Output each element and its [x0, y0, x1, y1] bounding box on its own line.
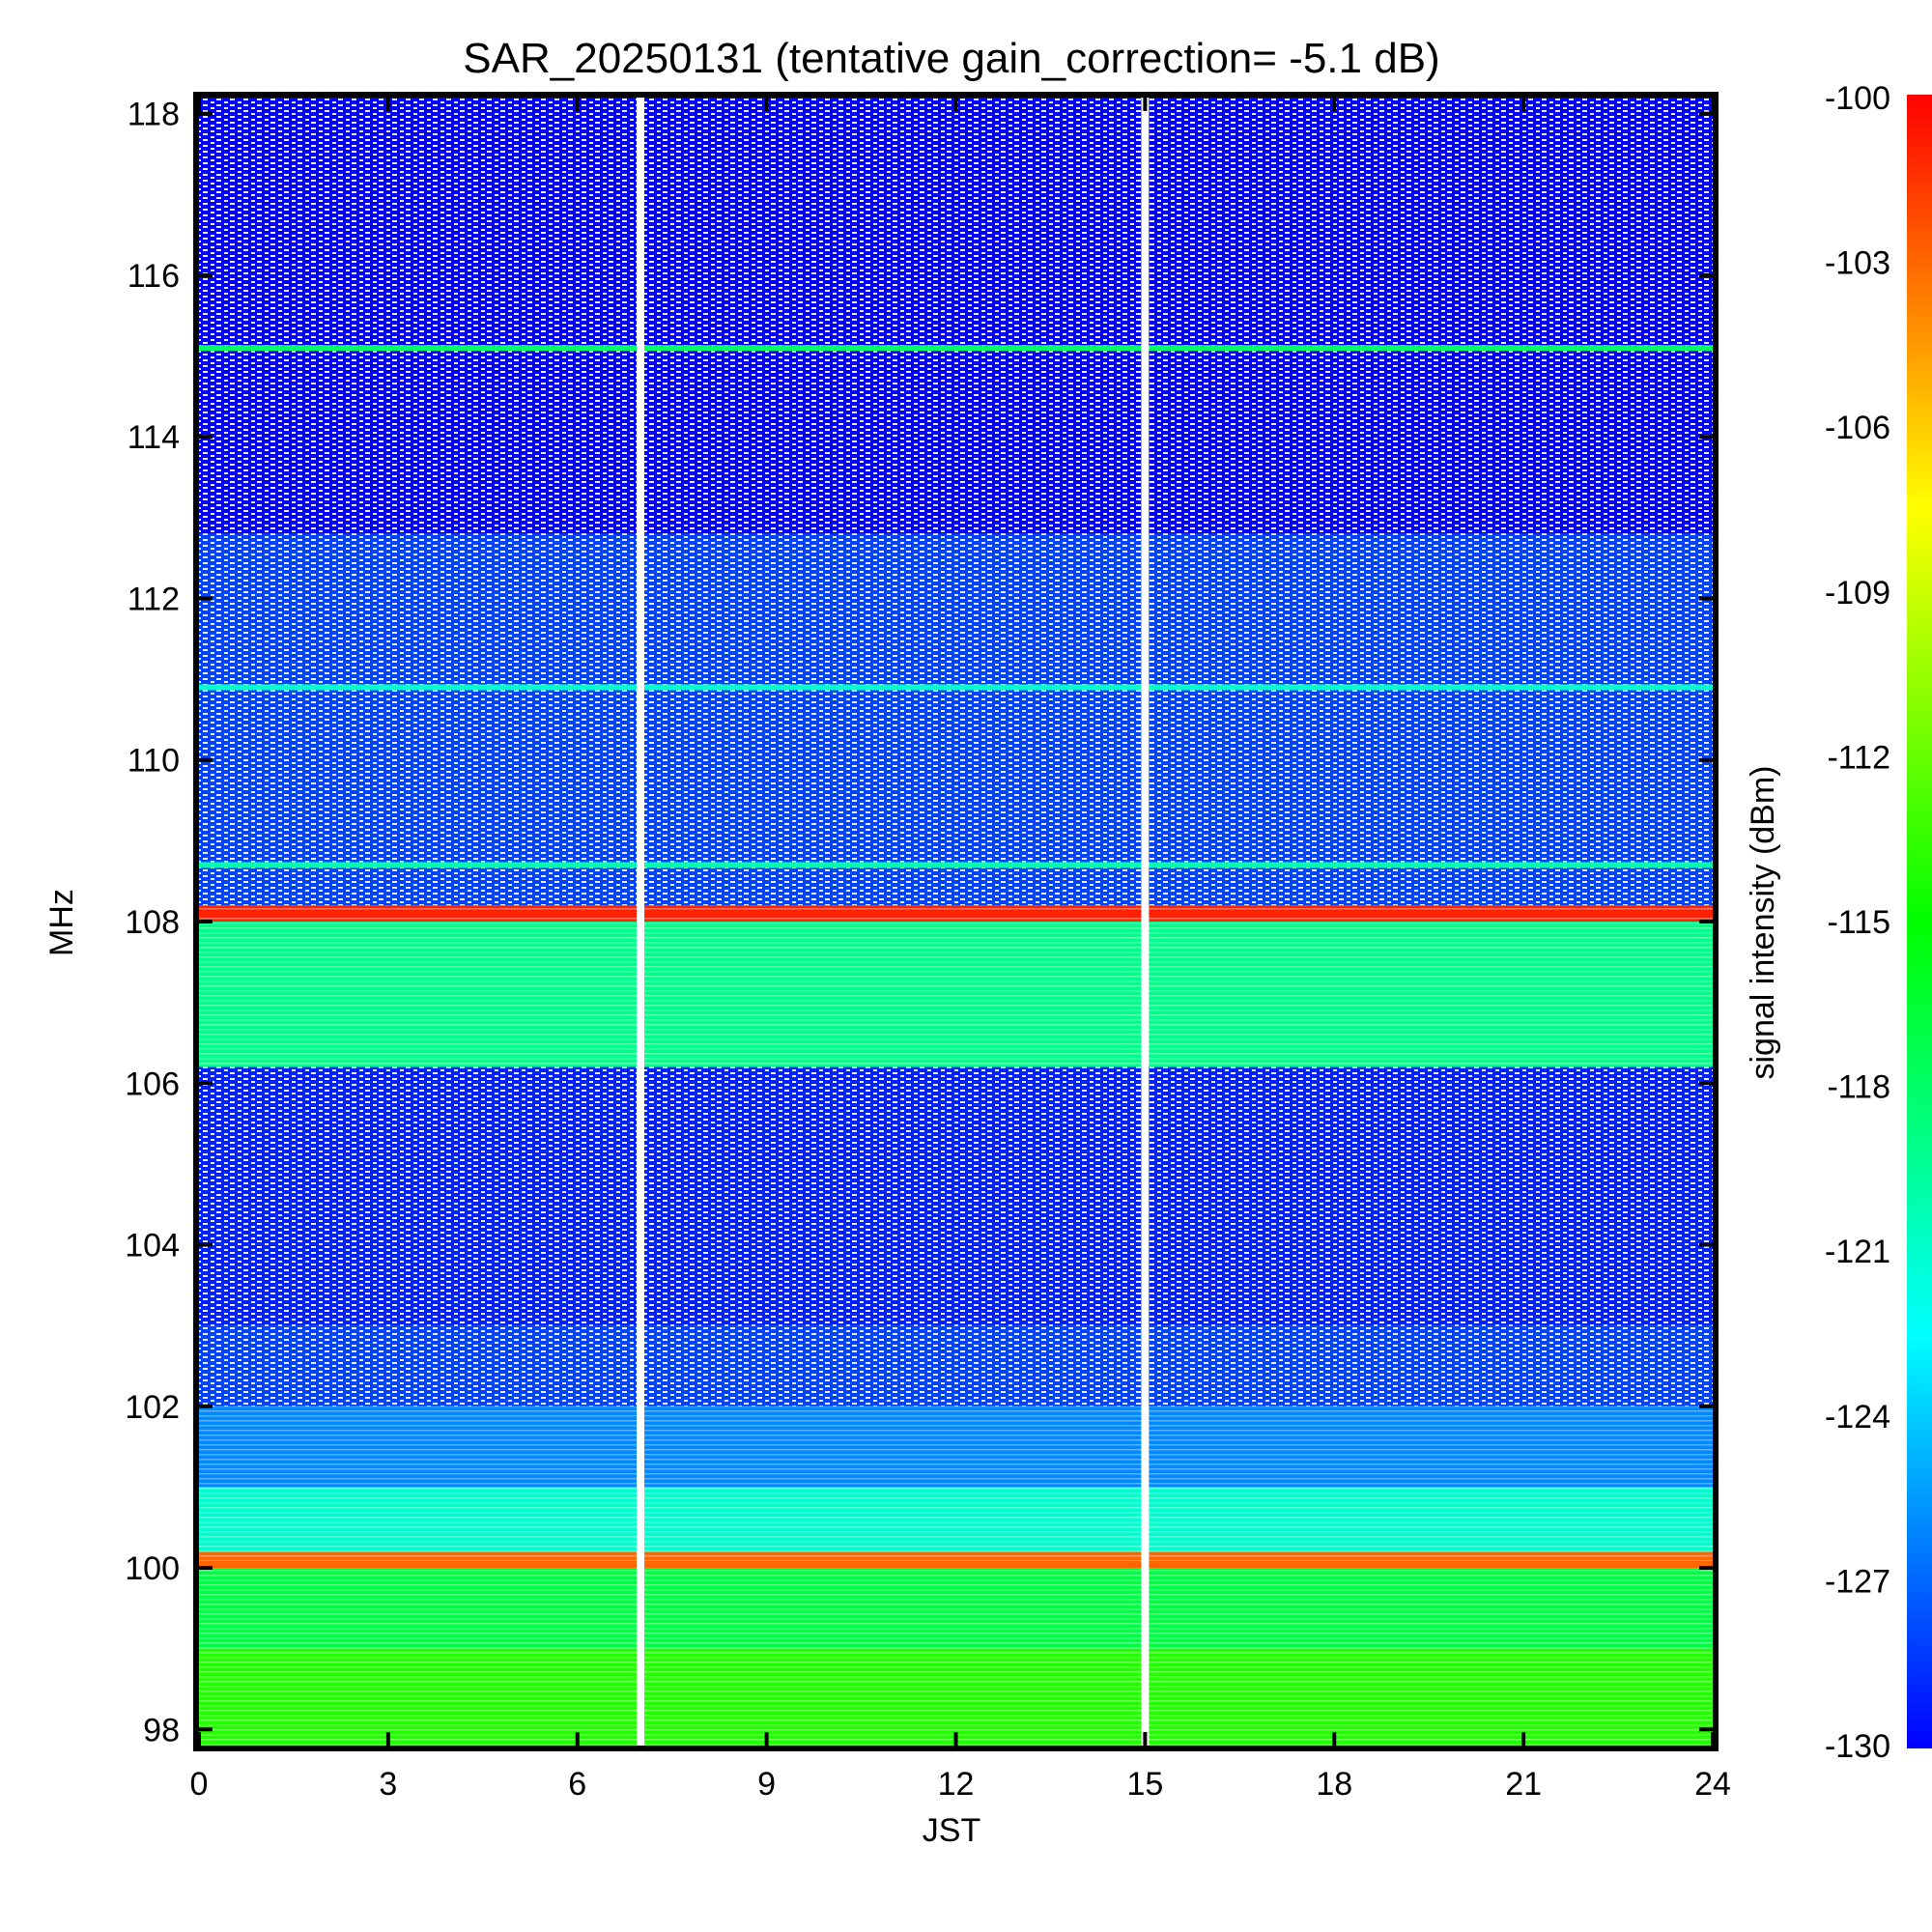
frequency-band-texture-6 [199, 1066, 1713, 1326]
x-axis-title: JST [923, 1812, 980, 1849]
colorbar-tick-label: -112 [1827, 739, 1890, 776]
x-tick-label: 6 [568, 1766, 586, 1803]
y-tick-label: 100 [125, 1550, 180, 1587]
y-axis-title: MHz [43, 889, 80, 956]
colorbar-tick-label: -124 [1825, 1399, 1890, 1435]
y-tick-label: 116 [128, 258, 180, 295]
x-tick-label: 24 [1694, 1766, 1731, 1803]
colorbar-tick-label: -106 [1825, 410, 1890, 446]
signal-line-0 [199, 1560, 1713, 1567]
plot-frame [193, 92, 1719, 1751]
y-tick-label: 118 [128, 97, 180, 133]
data-gap-1 [1141, 98, 1150, 1746]
x-tick-label: 3 [379, 1766, 397, 1803]
frequency-band-texture-9 [199, 533, 1713, 906]
data-gap-0 [637, 98, 645, 1746]
signal-line-4 [199, 345, 1713, 352]
colorbar-title: signal intensity (dBm) [1745, 765, 1781, 1079]
colorbar-tick-label: -127 [1825, 1563, 1890, 1600]
y-axis: 98 100 102 104 106 108 110 112 114 116 118 [125, 97, 1713, 1748]
y-tick-label: 112 [128, 581, 180, 617]
signal-line-1 [199, 910, 1713, 917]
frequency-band-texture-7 [199, 922, 1713, 1067]
x-tick-label: 12 [938, 1766, 975, 1803]
y-tick-label: 114 [128, 419, 180, 456]
data-gaps [637, 98, 1150, 1746]
plot-area [199, 98, 1713, 1746]
y-tick-label: 102 [125, 1389, 180, 1426]
frequency-band-texture-10 [199, 98, 1713, 534]
x-tick-label: 0 [190, 1766, 209, 1803]
colorbar-tick-label: -115 [1827, 904, 1890, 941]
y-tick-label: 104 [125, 1228, 180, 1264]
x-tick-label: 15 [1126, 1766, 1163, 1803]
frequency-band-texture-0 [199, 1648, 1713, 1746]
chart-title: SAR_20250131 (tentative gain_correction=… [463, 35, 1439, 82]
colorbar-tick-label: -121 [1825, 1234, 1890, 1270]
frequency-band-texture-3 [199, 1487, 1713, 1552]
x-tick-label: 9 [757, 1766, 776, 1803]
colorbar-ticks: -100 -103 -106 -109 -112 -115 -118 -121 -124 -127… [1825, 80, 1890, 1765]
colorbar-tick-label: -109 [1825, 575, 1890, 611]
y-tick-label: 110 [128, 743, 180, 780]
frequency-band-texture-4 [199, 1406, 1713, 1488]
signal-line-2 [199, 684, 1713, 691]
y-tick-label: 108 [125, 904, 180, 941]
x-axis: 0 3 6 9 12 15 18 21 24 [190, 98, 1731, 1803]
x-tick-label: 21 [1505, 1766, 1542, 1803]
colorbar [1907, 95, 1932, 1748]
colorbar-tick-label: -130 [1825, 1728, 1890, 1765]
colorbar-tick-label: -103 [1825, 245, 1890, 282]
colorbar-tick-label: -118 [1827, 1069, 1890, 1106]
colorbar-tick-label: -100 [1825, 80, 1890, 117]
y-tick-label: 98 [143, 1712, 180, 1748]
x-tick-label: 18 [1316, 1766, 1352, 1803]
y-tick-label: 106 [125, 1065, 180, 1102]
signal-line-3 [199, 862, 1713, 868]
frequency-band-texture-5 [199, 1325, 1713, 1406]
frequency-band-texture-1 [199, 1568, 1713, 1649]
